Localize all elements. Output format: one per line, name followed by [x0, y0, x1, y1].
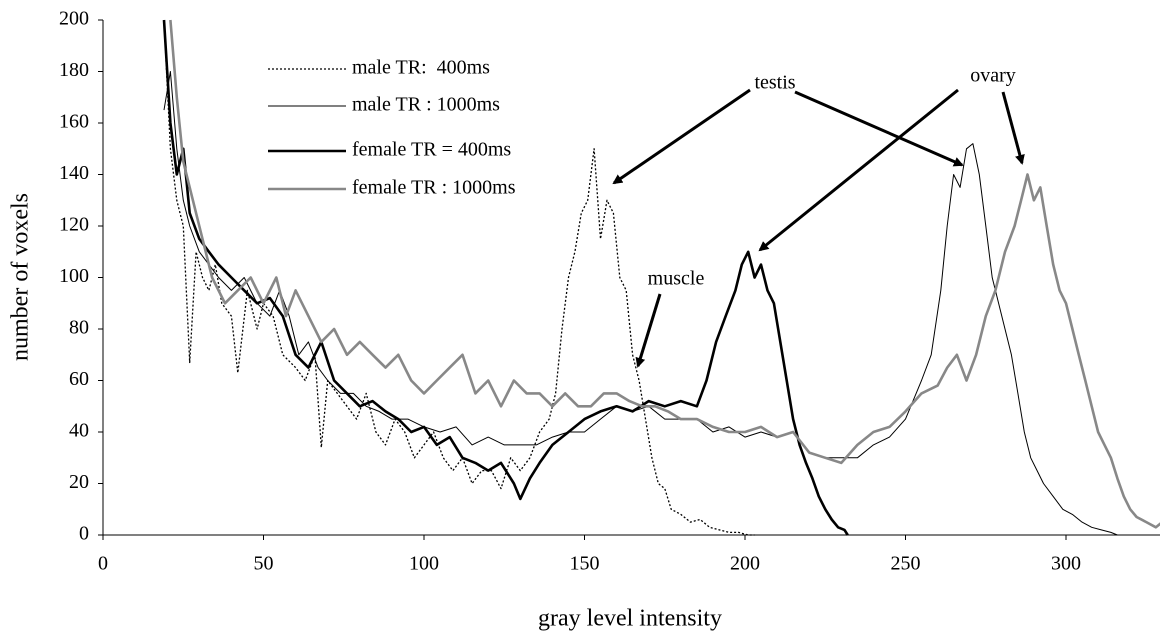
- y-tick-label: 180: [59, 59, 89, 81]
- annotation: muscle: [648, 268, 705, 290]
- x-tick-label: 0: [98, 553, 108, 575]
- line-series: [162, 19, 849, 536]
- y-tick-label: 0: [79, 523, 89, 545]
- x-tick-label: 250: [891, 553, 921, 575]
- line-series: [163, 71, 1118, 536]
- y-tick-label: 160: [59, 111, 89, 133]
- annotation-arrow: [794, 90, 964, 167]
- y-axis-label: number of voxels: [8, 193, 34, 361]
- annotation-arrow: [758, 88, 959, 252]
- y-tick-label: 140: [59, 162, 89, 184]
- y-tick-label: 100: [59, 265, 89, 287]
- line-series: [169, 19, 1160, 529]
- annotations: [612, 88, 1025, 368]
- x-tick-label: 300: [1051, 553, 1081, 575]
- annotation-arrow: [612, 88, 751, 185]
- annotation-arrow: [635, 293, 662, 368]
- y-tick-label: 40: [69, 420, 89, 442]
- y-tick-label: 20: [69, 471, 89, 493]
- y-tick-label: 200: [59, 8, 89, 30]
- x-tick-label: 100: [409, 553, 439, 575]
- legend-label: male TR : 1000ms: [352, 94, 500, 116]
- legend-label: male TR: 400ms: [352, 57, 490, 79]
- plot-area: 0 20 40 60 80 100 120 140 160 180 200 0 50 100 150 200 2…: [59, 8, 1160, 575]
- y-tick-label: 120: [59, 214, 89, 236]
- x-axis-label: gray level intensity: [538, 606, 722, 632]
- annotation: testis: [754, 72, 795, 94]
- x-tick-label: 50: [254, 553, 274, 575]
- line-series: [163, 19, 755, 536]
- y-tick-label: 60: [69, 368, 89, 390]
- y-tick-label: 80: [69, 317, 89, 339]
- x-tick-label: 150: [570, 553, 600, 575]
- annotation: ovary: [970, 65, 1016, 87]
- x-tick-label: 200: [730, 553, 760, 575]
- legend-label: female TR : 1000ms: [352, 177, 516, 199]
- annotation-arrow: [1001, 91, 1025, 165]
- legend-label: female TR = 400ms: [352, 139, 511, 161]
